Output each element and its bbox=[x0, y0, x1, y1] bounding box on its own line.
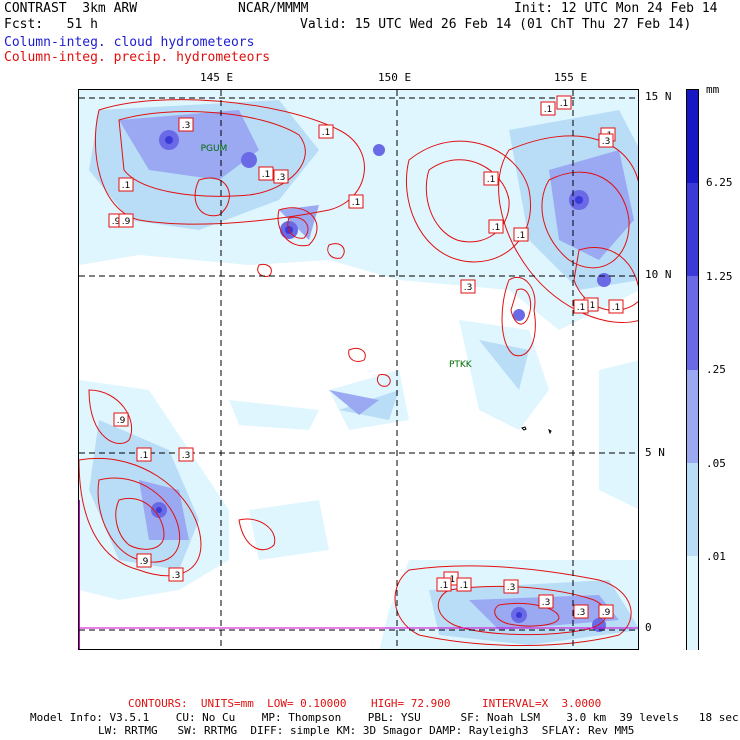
svg-text:.3: .3 bbox=[602, 137, 611, 147]
colorbar bbox=[686, 89, 699, 650]
contour-label: .3 bbox=[460, 279, 476, 294]
svg-text:.1: .1 bbox=[122, 181, 131, 191]
contour-label: .1 bbox=[118, 177, 134, 192]
svg-text:.9: .9 bbox=[140, 557, 149, 567]
lon-label-155: 155 E bbox=[554, 71, 588, 84]
stations: PGUM PTKK bbox=[201, 144, 473, 370]
map-panel: .1.1.1.1.9.3.3.1.1.1.1.9.1.3.1.1.3.3.1.9… bbox=[78, 89, 639, 650]
colorbar-level-6-25: 6.25 bbox=[706, 176, 733, 189]
lat-lon-grid bbox=[79, 90, 638, 649]
contour-label: .9 bbox=[136, 553, 152, 568]
svg-text:.3: .3 bbox=[542, 598, 551, 608]
svg-text:.1: .1 bbox=[352, 198, 361, 208]
station-label: PGUM bbox=[201, 144, 228, 154]
contour-high: HIGH= 72.900 bbox=[371, 697, 451, 710]
contour-label: .1 bbox=[348, 194, 364, 209]
contour-label: .3 bbox=[573, 604, 589, 619]
svg-text:.1: .1 bbox=[440, 581, 449, 591]
contour-label: .1 bbox=[436, 577, 452, 592]
coastline bbox=[521, 426, 552, 435]
contour-label: .1 bbox=[136, 447, 152, 462]
colorbar-band bbox=[687, 90, 698, 185]
contour-label: .1 bbox=[318, 124, 334, 139]
forecast-hour: Fcst: 51 h bbox=[4, 17, 98, 32]
svg-text:.3: .3 bbox=[507, 583, 516, 593]
lat-label-10n: 10 N bbox=[645, 268, 672, 281]
lon-label-145: 145 E bbox=[200, 71, 234, 84]
map-canvas: .1.1.1.1.9.3.3.1.1.1.1.9.1.3.1.1.3.3.1.9… bbox=[79, 90, 638, 649]
contour-label: .1 bbox=[556, 95, 572, 110]
svg-text:.9: .9 bbox=[602, 608, 611, 618]
contour-label: .1 bbox=[573, 299, 589, 314]
contour-labels: .1.1.1.1.9.3.3.1.1.1.1.9.1.3.1.1.3.3.1.9… bbox=[108, 95, 624, 619]
svg-text:.9: .9 bbox=[112, 217, 121, 227]
svg-text:.9: .9 bbox=[122, 217, 131, 227]
svg-text:.1: .1 bbox=[262, 170, 271, 180]
colorbar-band bbox=[687, 369, 698, 464]
lon-label-150: 150 E bbox=[378, 71, 412, 84]
contour-label: .1 bbox=[608, 299, 624, 314]
model-title: CONTRAST 3km ARW bbox=[4, 1, 138, 16]
contour-label: .9 bbox=[118, 213, 134, 228]
contour-label: .1 bbox=[258, 166, 274, 181]
svg-text:.1: .1 bbox=[560, 99, 569, 109]
colorbar-level-0-25: .25 bbox=[706, 363, 726, 376]
colorbar-band bbox=[687, 183, 698, 278]
cloud-shading-heavy bbox=[119, 110, 634, 630]
svg-text:.1: .1 bbox=[612, 303, 621, 313]
contour-label: .3 bbox=[538, 594, 554, 609]
contour-label: .3 bbox=[598, 133, 614, 148]
contour-label: .3 bbox=[168, 567, 184, 582]
contour-label: .9 bbox=[598, 604, 614, 619]
contour-label: .3 bbox=[503, 579, 519, 594]
model-info-line1: Model Info: V3.5.1 CU: No Cu MP: Thompso… bbox=[30, 711, 739, 724]
colorbar-level-1-25: 1.25 bbox=[706, 270, 733, 283]
svg-text:.1: .1 bbox=[487, 175, 496, 185]
svg-text:.1: .1 bbox=[140, 451, 149, 461]
contour-label: .1 bbox=[540, 101, 556, 116]
valid-time: Valid: 15 UTC Wed 26 Feb 14 (01 ChT Thu … bbox=[300, 17, 692, 32]
svg-text:.9: .9 bbox=[117, 416, 126, 426]
svg-text:.3: .3 bbox=[277, 173, 286, 183]
contour-label: .1 bbox=[456, 577, 472, 592]
field-cloud-label: Column-integ. cloud hydrometeors bbox=[4, 35, 255, 50]
station-label: PTKK bbox=[449, 360, 473, 370]
colorbar-level-0-01: .01 bbox=[706, 550, 726, 563]
lat-label-5n: 5 N bbox=[645, 446, 665, 459]
svg-text:.1: .1 bbox=[517, 231, 526, 241]
model-info-line2: LW: RRTMG SW: RRTMG DIFF: simple KM: 3D … bbox=[98, 724, 635, 737]
contour-label: .1 bbox=[513, 227, 529, 242]
svg-text:.3: .3 bbox=[182, 121, 191, 131]
contour-interval: INTERVAL=X 3.0000 bbox=[482, 697, 602, 710]
contour-label: .1 bbox=[483, 171, 499, 186]
contour-label: .1 bbox=[488, 219, 504, 234]
colorbar-band bbox=[687, 276, 698, 371]
contour-label: .9 bbox=[113, 412, 129, 427]
center-title: NCAR/MMMM bbox=[238, 1, 309, 16]
svg-text:.1: .1 bbox=[492, 223, 501, 233]
lat-label-equator: 0 bbox=[645, 621, 652, 634]
colorbar-level-0-05: .05 bbox=[706, 457, 726, 470]
lat-label-15n: 15 N bbox=[645, 90, 672, 103]
svg-text:.3: .3 bbox=[182, 451, 191, 461]
colorbar-units: mm bbox=[706, 83, 720, 96]
svg-text:.1: .1 bbox=[544, 105, 553, 115]
contour-label: .3 bbox=[273, 169, 289, 184]
cloud-shading-core bbox=[156, 136, 583, 618]
svg-text:.1: .1 bbox=[587, 301, 596, 311]
field-precip-label: Column-integ. precip. hydrometeors bbox=[4, 50, 271, 65]
init-time: Init: 12 UTC Mon 24 Feb 14 bbox=[514, 1, 718, 16]
contour-label: .3 bbox=[178, 117, 194, 132]
svg-text:.3: .3 bbox=[464, 283, 473, 293]
svg-text:.3: .3 bbox=[172, 571, 181, 581]
contour-label: .3 bbox=[178, 447, 194, 462]
svg-text:.1: .1 bbox=[322, 128, 331, 138]
contour-info: CONTOURS: UNITS=mm LOW= 0.10000 bbox=[128, 697, 347, 710]
svg-text:.1: .1 bbox=[460, 581, 469, 591]
precip-contours bbox=[79, 99, 638, 647]
colorbar-band bbox=[687, 555, 698, 650]
svg-text:.1: .1 bbox=[577, 303, 586, 313]
colorbar-band bbox=[687, 462, 698, 557]
svg-text:.3: .3 bbox=[577, 608, 586, 618]
